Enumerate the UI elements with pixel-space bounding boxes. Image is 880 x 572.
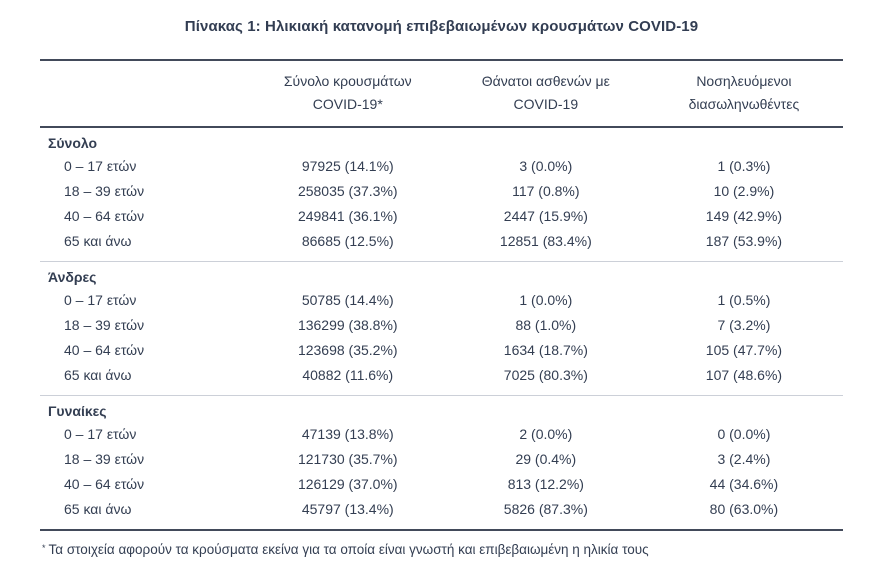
cases-value: 258035 (37.3%)	[297, 183, 398, 199]
age-group-label: 0 – 17 ετών	[64, 292, 137, 308]
cases-value: 40882 (11.6%)	[302, 367, 394, 383]
intubated-value: 80 (63.0%)	[709, 501, 779, 517]
cases-value: 47139 (13.8%)	[301, 426, 394, 442]
intubated-value: 107 (48.6%)	[705, 367, 783, 383]
table-row: 18 – 39 ετών 258035 (37.3%) 117 (0.8%) 1…	[40, 179, 843, 204]
table-header: Σύνολο κρουσμάτων COVID-19* Θάνατοι ασθε…	[40, 59, 843, 128]
intubated-value: 10 (2.9%)	[713, 183, 775, 199]
cases-value: 86685 (12.5%)	[301, 233, 394, 249]
header-deaths-line1: Θάνατοι ασθενών με	[481, 73, 610, 89]
age-group-label: 18 – 39 ετών	[64, 451, 145, 467]
deaths-value: 2 (0.0%)	[519, 426, 573, 442]
cases-value: 50785 (14.4%)	[301, 292, 394, 308]
deaths-value: 7025 (80.3%)	[503, 367, 588, 383]
age-group-label: 65 και άνω	[64, 233, 132, 249]
table-title: Πίνακας 1: Ηλικιακή κατανομή επιβεβαιωμέ…	[184, 18, 699, 35]
table-row: 18 – 39 ετών 136299 (38.8%) 88 (1.0%) 7 …	[40, 313, 843, 338]
section-men-name: Άνδρες	[48, 269, 97, 285]
section-women: Γυναίκες 0 – 17 ετών 47139 (13.8%) 2 (0.…	[40, 396, 843, 529]
table-row: 40 – 64 ετών 123698 (35.2%) 1634 (18.7%)…	[40, 338, 843, 363]
intubated-value: 1 (0.5%)	[717, 292, 771, 308]
header-cell-cases: Σύνολο κρουσμάτων COVID-19*	[249, 70, 447, 116]
age-group-label: 65 και άνω	[64, 501, 132, 517]
intubated-value: 7 (3.2%)	[717, 317, 771, 333]
header-cell-intubated: Νοσηλευόμενοι διασωληνωθέντες	[645, 70, 843, 116]
header-row: Σύνολο κρουσμάτων COVID-19* Θάνατοι ασθε…	[40, 70, 843, 116]
intubated-value: 187 (53.9%)	[705, 233, 783, 249]
intubated-value: 105 (47.7%)	[705, 342, 783, 358]
age-group-label: 40 – 64 ετών	[64, 342, 145, 358]
deaths-value: 813 (12.2%)	[507, 476, 584, 492]
cases-value: 123698 (35.2%)	[297, 342, 398, 358]
table-footnote: * Τα στοιχεία αφορούν τα κρούσματα εκείνα…	[40, 531, 843, 559]
deaths-value: 2447 (15.9%)	[503, 208, 588, 224]
age-group-label: 40 – 64 ετών	[64, 476, 145, 492]
deaths-value: 3 (0.0%)	[519, 158, 573, 174]
intubated-value: 149 (42.9%)	[705, 208, 783, 224]
deaths-value: 1634 (18.7%)	[503, 342, 588, 358]
intubated-value: 0 (0.0%)	[717, 426, 771, 442]
table-row: 40 – 64 ετών 249841 (36.1%) 2447 (15.9%)…	[40, 204, 843, 229]
table-row: 65 και άνω 40882 (11.6%) 7025 (80.3%) 10…	[40, 363, 843, 388]
deaths-value: 12851 (83.4%)	[499, 233, 592, 249]
table-bottom-rule	[40, 529, 843, 531]
cases-value: 249841 (36.1%)	[297, 208, 398, 224]
footnote-text: Τα στοιχεία αφορούν τα κρούσματα εκείνα …	[48, 542, 649, 557]
table-row: 65 και άνω 86685 (12.5%) 12851 (83.4%) 1…	[40, 229, 843, 254]
header-deaths-line2: COVID-19	[513, 96, 579, 112]
age-group-label: 65 και άνω	[64, 367, 132, 383]
age-group-label: 18 – 39 ετών	[64, 183, 145, 199]
table-row: 40 – 64 ετών 126129 (37.0%) 813 (12.2%) …	[40, 472, 843, 497]
table-row: 0 – 17 ετών 50785 (14.4%) 1 (0.0%) 1 (0.…	[40, 288, 843, 313]
cases-value: 136299 (38.8%)	[297, 317, 398, 333]
cases-value: 121730 (35.7%)	[297, 451, 398, 467]
table-row: 65 και άνω 45797 (13.4%) 5826 (87.3%) 80…	[40, 497, 843, 522]
intubated-value: 1 (0.3%)	[717, 158, 771, 174]
header-cases-line1: Σύνολο κρουσμάτων	[283, 73, 412, 89]
deaths-value: 1 (0.0%)	[519, 292, 573, 308]
cases-value: 45797 (13.4%)	[301, 501, 394, 517]
section-men: Άνδρες 0 – 17 ετών 50785 (14.4%) 1 (0.0%…	[40, 262, 843, 396]
intubated-value: 3 (2.4%)	[717, 451, 771, 467]
covid-age-distribution-table: Σύνολο κρουσμάτων COVID-19* Θάνατοι ασθε…	[40, 59, 843, 559]
age-group-label: 0 – 17 ετών	[64, 158, 137, 174]
header-cell-deaths: Θάνατοι ασθενών με COVID-19	[447, 70, 645, 116]
cases-value: 97925 (14.1%)	[301, 158, 394, 174]
age-group-label: 18 – 39 ετών	[64, 317, 145, 333]
section-women-name: Γυναίκες	[48, 403, 107, 419]
age-group-label: 0 – 17 ετών	[64, 426, 137, 442]
deaths-value: 88 (1.0%)	[515, 317, 577, 333]
table-row: 0 – 17 ετών 97925 (14.1%) 3 (0.0%) 1 (0.…	[40, 154, 843, 179]
deaths-value: 5826 (87.3%)	[503, 501, 588, 517]
age-group-label: 40 – 64 ετών	[64, 208, 145, 224]
footnote-asterisk: *	[42, 543, 46, 553]
intubated-value: 44 (34.6%)	[709, 476, 779, 492]
table-row: 18 – 39 ετών 121730 (35.7%) 29 (0.4%) 3 …	[40, 447, 843, 472]
section-total: Σύνολο 0 – 17 ετών 97925 (14.1%) 3 (0.0%…	[40, 128, 843, 262]
deaths-value: 29 (0.4%)	[515, 451, 577, 467]
header-cases-line2: COVID-19*	[312, 96, 383, 112]
table-row: 0 – 17 ετών 47139 (13.8%) 2 (0.0%) 0 (0.…	[40, 422, 843, 447]
cases-value: 126129 (37.0%)	[297, 476, 398, 492]
deaths-value: 117 (0.8%)	[512, 183, 580, 199]
header-intubated-line1: Νοσηλευόμενοι	[696, 73, 792, 89]
header-intubated-line2: διασωληνωθέντες	[688, 96, 800, 112]
section-total-name: Σύνολο	[48, 135, 98, 151]
